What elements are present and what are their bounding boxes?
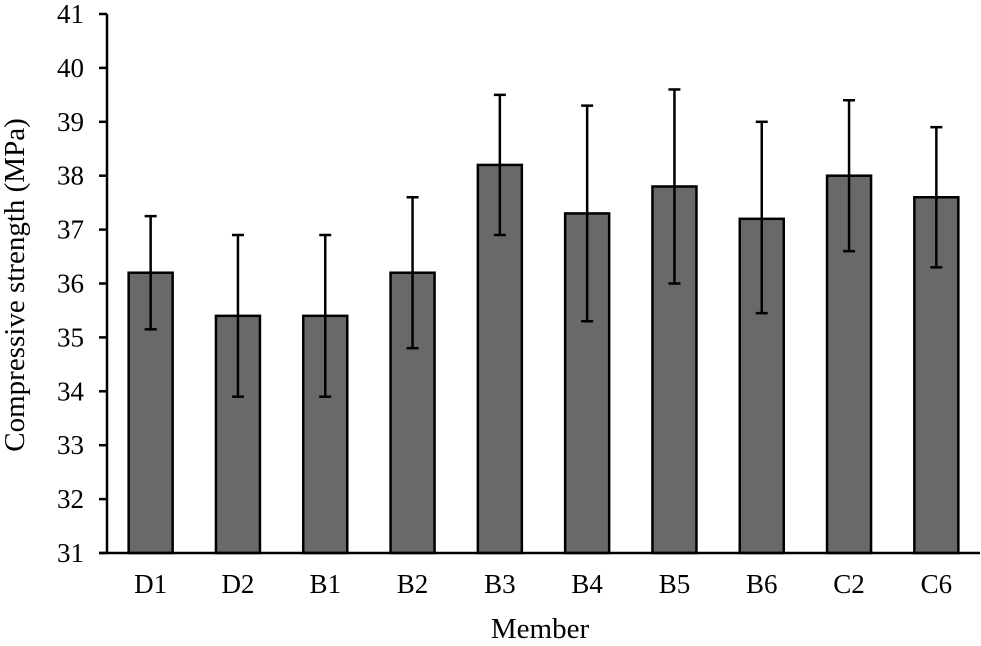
x-axis-title: Member — [491, 613, 590, 641]
y-axis-ticks: 31 32 33 34 35 36 37 38 39 40 41 — [57, 0, 107, 568]
error-bar-d1 — [144, 214, 157, 331]
y-tick-label: 39 — [57, 107, 84, 137]
error-bar-d2 — [231, 233, 244, 398]
error-bar-b1 — [319, 233, 332, 398]
x-tick-label: D1 — [134, 569, 167, 599]
y-tick-label: 41 — [57, 0, 84, 29]
x-tick-label: B5 — [659, 569, 691, 599]
y-tick-label: 38 — [57, 161, 84, 191]
error-bar-b3 — [493, 93, 506, 237]
x-axis-ticks: D1 D2 B1 B2 B3 B4 B5 B6 C2 C6 — [134, 569, 952, 599]
x-tick-label: B2 — [397, 569, 429, 599]
y-tick-label: 37 — [57, 215, 84, 245]
y-tick-label: 32 — [57, 484, 84, 514]
x-tick-label: C6 — [921, 569, 953, 599]
y-tick-label: 40 — [57, 53, 84, 83]
x-tick-label: C2 — [833, 569, 865, 599]
y-tick-label: 31 — [57, 538, 84, 568]
bars-group — [127, 163, 960, 555]
y-axis-title: Compressive strength (MPa) — [0, 118, 31, 451]
error-bar-b2 — [406, 196, 419, 350]
y-tick-label: 34 — [57, 376, 85, 406]
x-tick-label: B6 — [746, 569, 778, 599]
bar-b2 — [389, 271, 436, 555]
error-bar-b4 — [581, 104, 594, 323]
y-tick-label: 33 — [57, 430, 84, 460]
error-bar-b6 — [755, 120, 768, 315]
x-tick-label: B1 — [309, 569, 341, 599]
x-tick-label: B3 — [484, 569, 516, 599]
x-tick-label: D2 — [221, 569, 254, 599]
y-tick-label: 36 — [57, 269, 84, 299]
error-bars-group — [144, 88, 943, 398]
error-bar-b5 — [668, 88, 681, 285]
y-tick-label: 35 — [57, 322, 84, 352]
error-bar-c2 — [843, 98, 856, 253]
x-tick-label: B4 — [571, 569, 603, 599]
error-bar-c6 — [930, 125, 943, 269]
